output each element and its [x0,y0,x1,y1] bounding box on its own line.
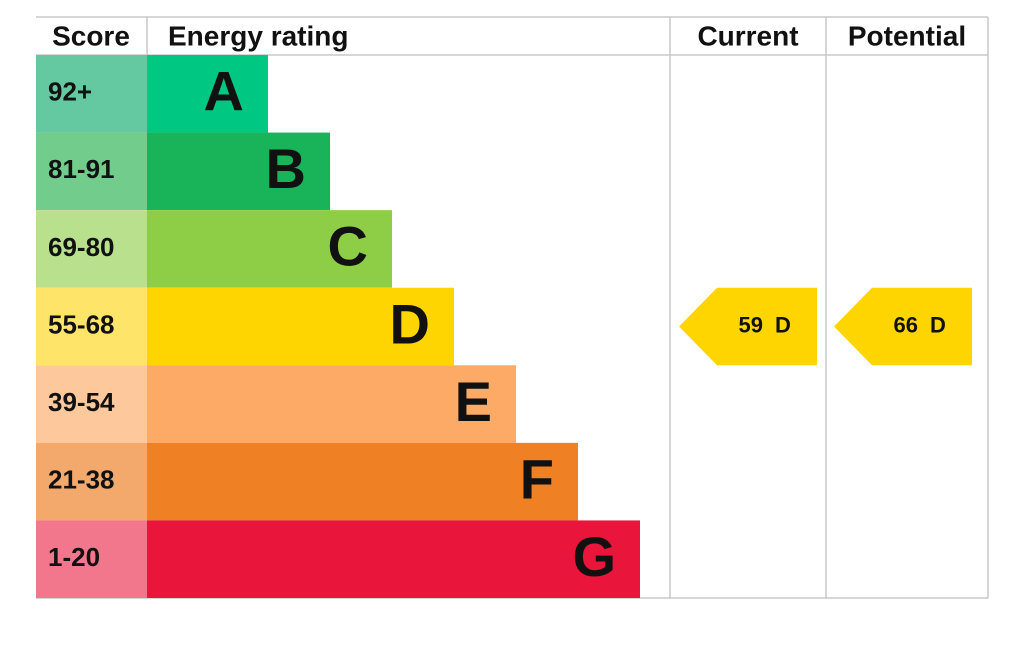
rating-bar [147,132,330,211]
rating-letter: B [266,137,306,200]
score-label: 1-20 [48,542,100,572]
score-cell [36,442,147,521]
rating-letter: F [520,447,554,510]
current-arrow [679,287,817,366]
rating-bar [147,365,516,443]
rating-bar [147,55,268,133]
score-cell [36,210,147,288]
rating-letter: C [328,215,368,278]
score-label: 21-38 [48,465,115,495]
score-label: 81-91 [48,154,115,184]
score-cell [36,520,147,598]
potential-value: 66 [894,312,918,337]
rating-bar [147,442,578,521]
current-letter: D [775,312,791,337]
score-label: 55-68 [48,309,115,339]
score-label: 69-80 [48,232,115,262]
score-cell [36,287,147,366]
rating-bar [147,287,454,366]
header-score: Score [52,20,130,51]
potential-arrow [834,287,972,366]
score-cell [36,55,147,133]
current-value: 59 [739,312,763,337]
rating-letter: D [390,292,430,355]
potential-letter: D [930,312,946,337]
header-potential: Potential [848,20,966,51]
score-cell [36,132,147,211]
rating-bar [147,520,640,598]
score-cell [36,365,147,443]
rating-bar [147,210,392,288]
header-rating: Energy rating [168,20,348,51]
score-label: 92+ [48,77,92,107]
rating-letter: G [572,525,616,588]
score-label: 39-54 [48,387,115,417]
header-current: Current [697,20,798,51]
rating-letter: E [455,370,492,433]
rating-letter: A [204,60,244,123]
